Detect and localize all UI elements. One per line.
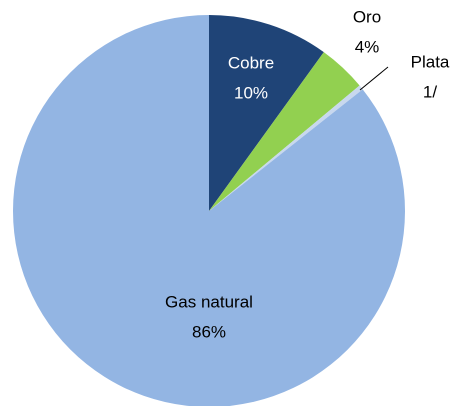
pie-slice <box>13 15 405 406</box>
slice-name: Cobre <box>228 53 274 72</box>
pie-slice <box>209 15 324 211</box>
leader-line <box>359 66 389 91</box>
slice-name: Oro <box>353 7 381 26</box>
slice-value-label: 4% <box>355 37 380 56</box>
pie-slice <box>209 52 360 211</box>
slice-name: Gas natural <box>165 292 253 311</box>
slice-value-label: 10% <box>234 83 268 102</box>
slice-value-label: 1/ <box>423 82 437 101</box>
slice-name: Plata <box>411 52 450 71</box>
slice-value-label: 86% <box>192 322 226 341</box>
pie-slice <box>209 85 363 211</box>
